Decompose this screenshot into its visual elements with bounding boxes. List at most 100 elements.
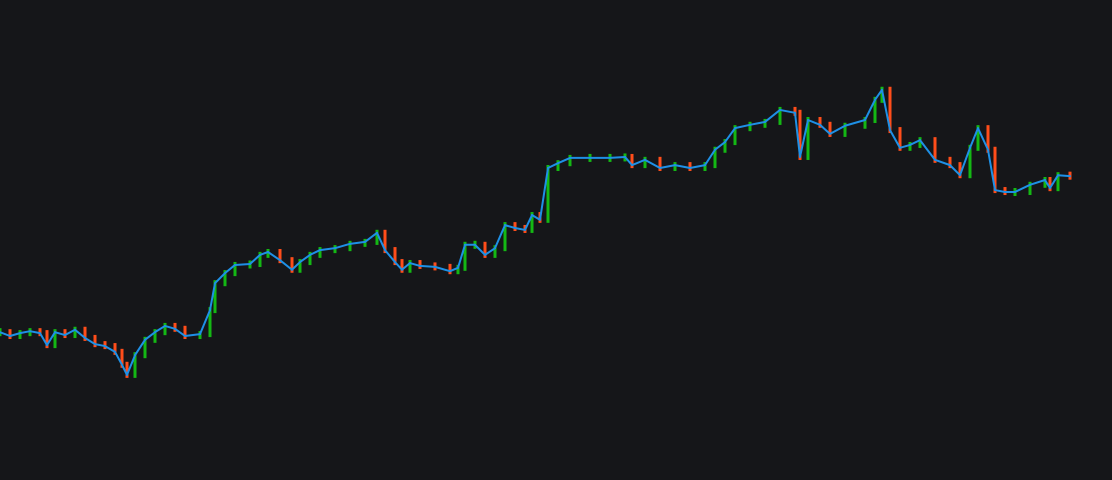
line-segment	[474, 243, 486, 256]
line-segment	[779, 108, 796, 114]
line-segment	[1057, 174, 1071, 178]
line-segment	[184, 333, 201, 337]
line-segment	[547, 162, 559, 169]
line-segment	[959, 146, 971, 177]
line-segment	[949, 164, 961, 177]
up-bar	[298, 259, 302, 273]
line-segment	[319, 247, 336, 252]
line-segment	[749, 120, 766, 126]
down-bar	[898, 127, 902, 151]
line-segment	[539, 167, 549, 221]
line-segment	[494, 224, 506, 250]
up-bar	[806, 117, 810, 160]
line-segment	[734, 123, 751, 130]
up-bar	[568, 154, 572, 167]
up-bar	[713, 146, 717, 169]
line-segment	[0, 331, 11, 337]
up-bar	[530, 212, 534, 233]
up-bar	[53, 329, 57, 349]
line-segment	[909, 139, 921, 146]
down-bar	[400, 259, 404, 273]
up-bar	[546, 165, 550, 223]
line-segment	[401, 262, 411, 271]
line-segment	[334, 242, 351, 250]
line-segment	[121, 363, 128, 376]
up-bar	[748, 121, 752, 132]
line-segment	[164, 324, 176, 330]
up-bar	[348, 240, 352, 252]
line-segment	[987, 148, 996, 192]
line-segment	[844, 119, 866, 127]
line-segment	[819, 123, 831, 135]
line-segment	[214, 272, 226, 285]
down-bar	[8, 329, 12, 339]
line-segment	[209, 282, 216, 312]
up-bar	[976, 125, 980, 151]
line-segment	[39, 332, 48, 347]
line-segment	[764, 108, 781, 123]
up-bar	[733, 125, 737, 146]
down-bar	[828, 121, 832, 137]
line-segment	[234, 263, 251, 266]
line-segment	[84, 336, 96, 346]
line-segment	[689, 164, 706, 169]
down-bar	[113, 343, 117, 355]
down-bar	[278, 249, 282, 264]
line-segment	[799, 119, 809, 158]
line-segment	[724, 127, 736, 144]
line-segment	[1044, 179, 1051, 190]
line-segment	[1029, 179, 1046, 186]
up-bar	[258, 251, 262, 267]
line-segment	[199, 309, 211, 336]
line-segment	[134, 338, 146, 357]
up-bar	[308, 251, 312, 266]
down-bar	[888, 86, 892, 134]
line-segment	[864, 98, 876, 121]
up-bar	[463, 241, 467, 271]
down-bar	[793, 106, 797, 116]
line-segment	[449, 266, 459, 273]
line-segment	[624, 155, 633, 167]
down-bar	[448, 263, 452, 275]
line-segment	[919, 139, 936, 161]
line-segment	[794, 111, 801, 158]
line-segment	[114, 350, 123, 366]
down-bar	[290, 257, 294, 273]
up-bar	[233, 261, 237, 277]
line-segment	[881, 88, 891, 132]
line-segment	[364, 231, 378, 243]
down-bar	[798, 109, 802, 160]
up-bar	[503, 222, 507, 252]
line-segment	[889, 129, 901, 149]
up-bar	[493, 245, 497, 258]
up-bar	[556, 160, 560, 171]
line-segment	[484, 247, 496, 256]
up-bar	[73, 326, 77, 339]
down-bar	[688, 162, 692, 171]
line-segment	[874, 88, 883, 101]
up-bar	[408, 260, 412, 273]
up-bar	[143, 336, 147, 359]
up-bar	[375, 229, 379, 245]
line-segment	[144, 331, 156, 341]
down-bar	[418, 260, 422, 269]
up-bar	[1028, 181, 1032, 195]
line-segment	[29, 330, 41, 335]
line-segment	[64, 328, 76, 337]
down-bar	[1048, 177, 1052, 192]
up-bar	[266, 249, 270, 258]
line-segment	[309, 249, 321, 256]
line-segment	[291, 261, 301, 271]
up-bar	[208, 307, 212, 338]
up-bar	[163, 322, 167, 336]
down-bar	[513, 222, 517, 231]
line-segment	[434, 265, 451, 273]
line-segment	[899, 143, 911, 149]
line-segment	[409, 262, 421, 267]
down-bar	[63, 329, 67, 339]
line-segment	[829, 124, 846, 135]
line-segment	[674, 164, 691, 169]
line-segment	[46, 331, 56, 347]
